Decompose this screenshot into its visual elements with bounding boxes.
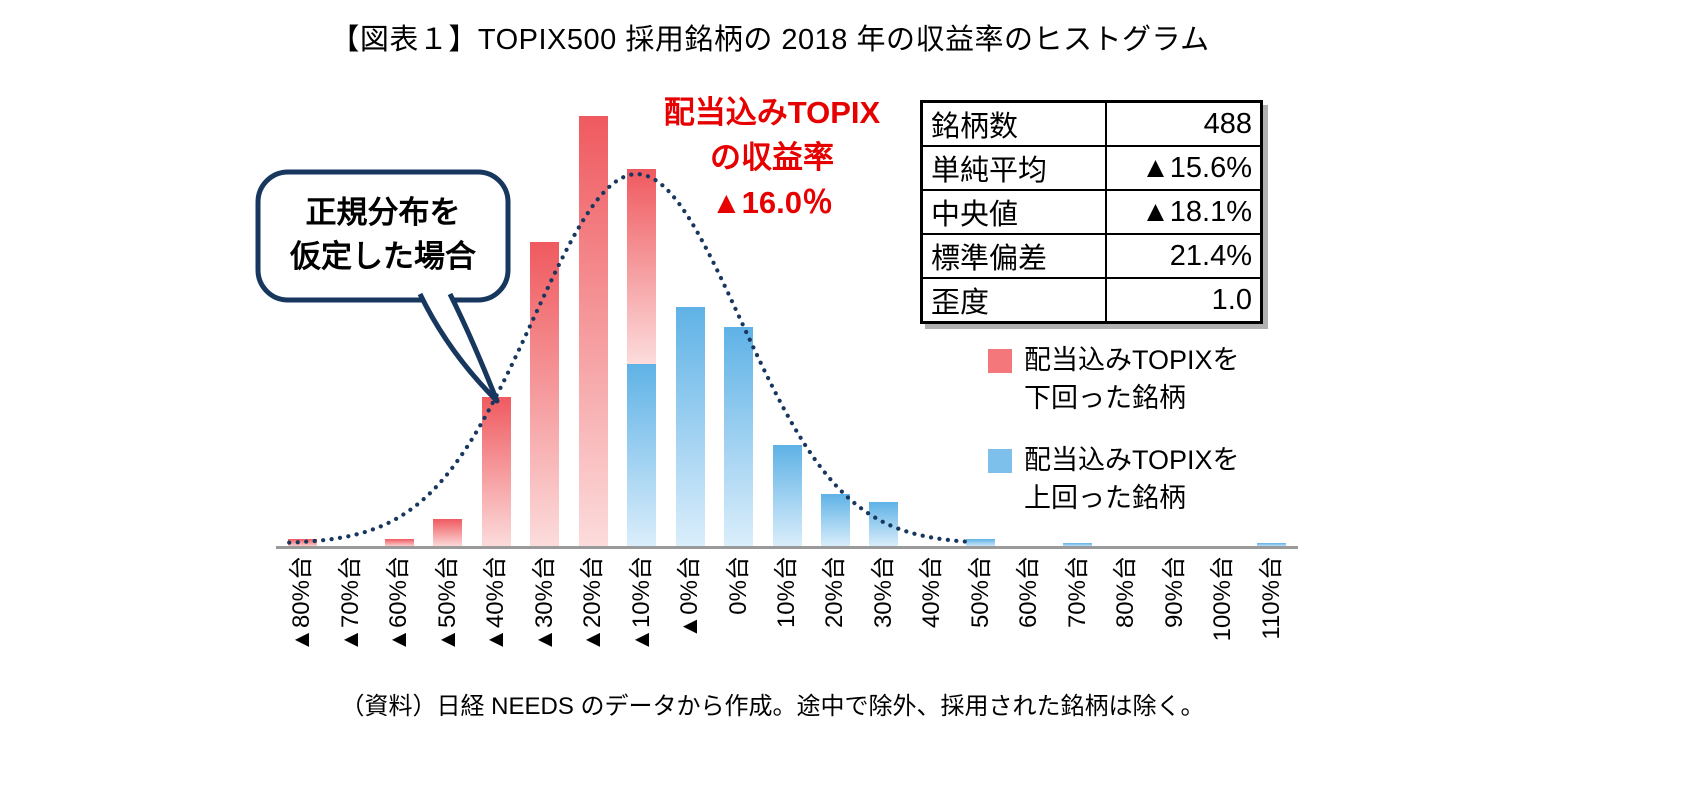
histogram-bar-above-8: [675, 307, 705, 547]
figure-title: 【図表１】TOPIX500 採用銘柄の 2018 年の収益率のヒストグラム: [330, 24, 1210, 56]
histogram-bar-above-9: [724, 327, 754, 547]
histogram-bar-below-6: [578, 116, 608, 547]
stat-label: 歪度: [920, 277, 1107, 324]
legend-label-above-line2: 上回った銘柄: [1024, 483, 1186, 513]
histogram-bar-above-12: [869, 502, 899, 547]
histogram-bar-below-3: [433, 518, 463, 547]
x-axis-label: ▲80%台: [288, 556, 316, 652]
callout-line2: 仮定した場合: [290, 239, 476, 274]
topix-annotation-value: ▲16.0％: [710, 185, 834, 220]
histogram-bar-below-5: [530, 242, 560, 547]
stat-value: ▲15.6%: [1104, 145, 1263, 191]
legend-item-above: 配当込みTOPIXを 上回った銘柄: [988, 441, 1240, 517]
topix-annotation-line2: の収益率: [710, 140, 834, 175]
topix-annotation-line1: 配当込みTOPIX: [663, 95, 881, 130]
legend-label-below-line1: 配当込みTOPIXを: [1024, 345, 1240, 375]
histogram-bar-above-10: [772, 445, 802, 547]
callout-text: 正規分布を 仮定した場合: [266, 191, 500, 279]
callout-bubble-tail: [417, 292, 500, 404]
x-axis-label: 20%台: [821, 556, 849, 629]
stat-value: 1.0: [1104, 277, 1263, 324]
x-axis-label: ▲40%台: [482, 556, 510, 652]
x-axis-label: ▲50%台: [433, 556, 461, 652]
stats-row-stdev: 標準偏差 21.4%: [920, 233, 1263, 279]
x-axis-label: 100%台: [1209, 556, 1237, 642]
legend-item-below: 配当込みTOPIXを 下回った銘柄: [988, 341, 1240, 417]
topix-return-annotation: 配当込みTOPIX の収益率 ▲16.0％: [622, 90, 922, 225]
legend: 配当込みTOPIXを 下回った銘柄 配当込みTOPIXを 上回った銘柄: [988, 341, 1240, 541]
histogram-bar-below-4: [481, 396, 511, 547]
legend-label-above: 配当込みTOPIXを 上回った銘柄: [1024, 441, 1240, 517]
x-axis-label: 60%台: [1015, 556, 1043, 629]
x-axis-label: 50%台: [966, 556, 994, 629]
stats-row-count: 銘柄数 488: [920, 100, 1263, 147]
stat-label: 銘柄数: [920, 100, 1107, 147]
stat-label: 中央値: [920, 189, 1107, 235]
histogram-bar-above-7: [627, 364, 657, 547]
stat-value: 21.4%: [1104, 233, 1263, 279]
x-axis-label: ▲70%台: [336, 556, 364, 652]
legend-label-above-line1: 配当込みTOPIXを: [1024, 445, 1240, 475]
x-axis-label: 30%台: [869, 556, 897, 629]
callout-line1: 正規分布を: [305, 195, 461, 230]
x-axis-label: 40%台: [918, 556, 946, 629]
stats-row-skew: 歪度 1.0: [920, 277, 1263, 324]
x-axis-label: ▲10%台: [627, 556, 655, 652]
source-note: （資料）日経 NEEDS のデータから作成。途中で除外、採用された銘柄は除く。: [340, 693, 1205, 720]
stat-label: 標準偏差: [920, 233, 1107, 279]
stat-value: 488: [1104, 100, 1263, 147]
x-axis-label: ▲0%台: [676, 556, 704, 639]
x-axis-line: [276, 546, 1298, 549]
stat-label: 単純平均: [920, 145, 1107, 191]
x-axis-label: 80%台: [1112, 556, 1140, 629]
legend-label-below: 配当込みTOPIXを 下回った銘柄: [1024, 341, 1240, 417]
x-axis-label: 70%台: [1063, 556, 1091, 629]
legend-swatch-above-icon: [988, 449, 1012, 473]
stats-table: 銘柄数 488 単純平均 ▲15.6% 中央値 ▲18.1% 標準偏差 21.4…: [920, 100, 1263, 324]
stats-row-median: 中央値 ▲18.1%: [920, 189, 1263, 235]
x-axis-label: 110%台: [1257, 556, 1285, 640]
x-axis-label: 0%台: [724, 556, 752, 615]
histogram-bar-above-11: [820, 494, 850, 547]
x-axis-label: ▲30%台: [530, 556, 558, 652]
legend-label-below-line2: 下回った銘柄: [1024, 383, 1186, 413]
legend-swatch-below-icon: [988, 349, 1012, 373]
x-axis-label: ▲60%台: [385, 556, 413, 652]
stats-row-mean: 単純平均 ▲15.6%: [920, 145, 1263, 191]
x-axis-label: 10%台: [773, 556, 800, 629]
x-axis-label: ▲20%台: [579, 556, 607, 652]
x-axis-label: 90%台: [1160, 556, 1188, 629]
stat-value: ▲18.1%: [1104, 189, 1263, 235]
